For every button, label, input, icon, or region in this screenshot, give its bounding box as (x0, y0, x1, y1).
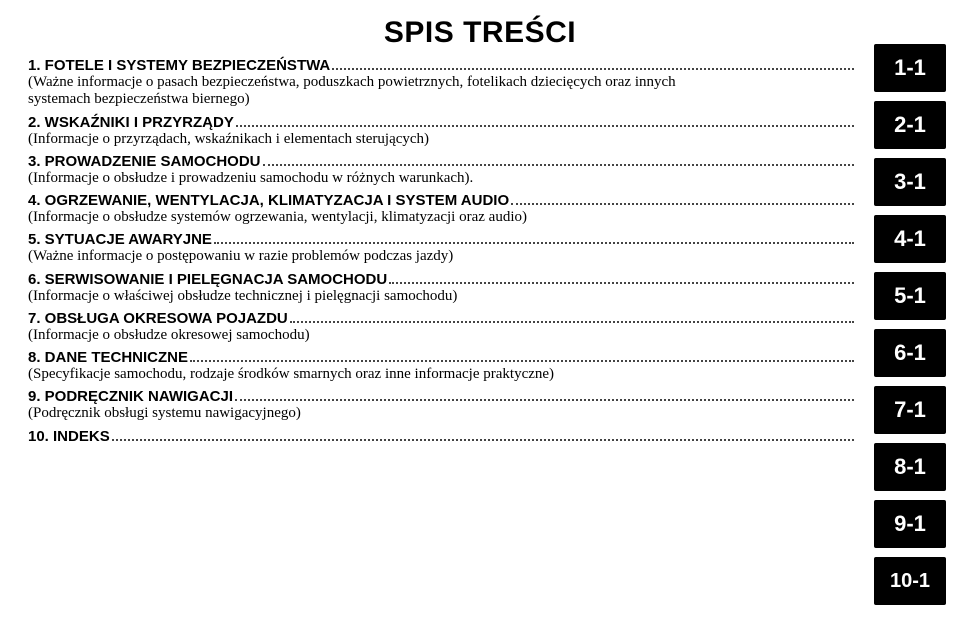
page-tab: 10-1 (874, 557, 946, 605)
leader-dots (235, 387, 854, 401)
toc-entry: 2. WSKAŹNIKI I PRZYRZĄDY (Informacje o p… (28, 113, 856, 148)
page-tabs: 1-1 2-1 3-1 4-1 5-1 6-1 7-1 8-1 9-1 10-1 (874, 44, 946, 605)
toc-heading: 10. INDEKS (28, 428, 110, 445)
toc-heading: 7. OBSŁUGA OKRESOWA POJAZDU (28, 310, 288, 327)
toc-heading: 2. WSKAŹNIKI I PRZYRZĄDY (28, 114, 234, 131)
toc-desc: (Informacje o przyrządach, wskaźnikach i… (28, 131, 728, 148)
page-tab: 3-1 (874, 158, 946, 206)
toc-heading: 1. FOTELE I SYSTEMY BEZPIECZEŃSTWA (28, 57, 330, 74)
toc-desc: (Informacje o obsłudze okresowej samocho… (28, 327, 728, 344)
toc-entry: 1. FOTELE I SYSTEMY BEZPIECZEŃSTWA (Ważn… (28, 56, 856, 109)
leader-dots (332, 56, 854, 70)
toc-entry: 8. DANE TECHNICZNE (Specyfikacje samocho… (28, 348, 856, 383)
page-title: SPIS TREŚCI (0, 16, 960, 50)
toc-entry: 9. PODRĘCZNIK NAWIGACJI (Podręcznik obsł… (28, 387, 856, 422)
toc-desc: (Ważne informacje o postępowaniu w razie… (28, 248, 728, 265)
toc-row: 9. PODRĘCZNIK NAWIGACJI (28, 387, 856, 405)
toc-heading: 4. OGRZEWANIE, WENTYLACJA, KLIMATYZACJA … (28, 192, 509, 209)
toc-desc: (Informacje o obsłudze systemów ogrzewan… (28, 209, 728, 226)
toc-row: 3. PROWADZENIE SAMOCHODU (28, 152, 856, 170)
toc-entry: 3. PROWADZENIE SAMOCHODU (Informacje o o… (28, 152, 856, 187)
toc-row: 7. OBSŁUGA OKRESOWA POJAZDU (28, 309, 856, 327)
leader-dots (511, 191, 854, 205)
page-tab: 9-1 (874, 500, 946, 548)
page-tab: 2-1 (874, 101, 946, 149)
toc-heading: 9. PODRĘCZNIK NAWIGACJI (28, 388, 233, 405)
toc-heading: 3. PROWADZENIE SAMOCHODU (28, 153, 261, 170)
toc-desc: (Specyfikacje samochodu, rodzaje środków… (28, 366, 728, 383)
toc-row: 2. WSKAŹNIKI I PRZYRZĄDY (28, 113, 856, 131)
toc-desc: (Ważne informacje o pasach bezpieczeństw… (28, 74, 728, 109)
toc-entry: 10. INDEKS (28, 427, 856, 445)
leader-dots (389, 270, 854, 284)
page-tab: 1-1 (874, 44, 946, 92)
toc-list: 1. FOTELE I SYSTEMY BEZPIECZEŃSTWA (Ważn… (0, 56, 960, 445)
toc-row: 8. DANE TECHNICZNE (28, 348, 856, 366)
toc-row: 4. OGRZEWANIE, WENTYLACJA, KLIMATYZACJA … (28, 191, 856, 209)
page-tab: 7-1 (874, 386, 946, 434)
toc-entry: 4. OGRZEWANIE, WENTYLACJA, KLIMATYZACJA … (28, 191, 856, 226)
toc-row: 6. SERWISOWANIE I PIELĘGNACJA SAMOCHODU (28, 270, 856, 288)
toc-heading: 5. SYTUACJE AWARYJNE (28, 231, 212, 248)
page-tab: 8-1 (874, 443, 946, 491)
page-tab: 5-1 (874, 272, 946, 320)
toc-desc: (Informacje o obsłudze i prowadzeniu sam… (28, 170, 728, 187)
page: SPIS TREŚCI 1. FOTELE I SYSTEMY BEZPIECZ… (0, 0, 960, 636)
leader-dots (190, 348, 854, 362)
leader-dots (290, 309, 854, 323)
toc-row: 1. FOTELE I SYSTEMY BEZPIECZEŃSTWA (28, 56, 856, 74)
leader-dots (236, 113, 854, 127)
page-tab: 6-1 (874, 329, 946, 377)
leader-dots (214, 230, 854, 244)
toc-desc: (Informacje o właściwej obsłudze technic… (28, 288, 728, 305)
leader-dots (112, 427, 854, 441)
toc-row: 10. INDEKS (28, 427, 856, 445)
toc-desc: (Podręcznik obsługi systemu nawigacyjneg… (28, 405, 728, 422)
page-tab: 4-1 (874, 215, 946, 263)
leader-dots (263, 152, 854, 166)
toc-entry: 6. SERWISOWANIE I PIELĘGNACJA SAMOCHODU … (28, 270, 856, 305)
toc-heading: 8. DANE TECHNICZNE (28, 349, 188, 366)
toc-heading: 6. SERWISOWANIE I PIELĘGNACJA SAMOCHODU (28, 271, 387, 288)
toc-entry: 7. OBSŁUGA OKRESOWA POJAZDU (Informacje … (28, 309, 856, 344)
toc-entry: 5. SYTUACJE AWARYJNE (Ważne informacje o… (28, 230, 856, 265)
toc-row: 5. SYTUACJE AWARYJNE (28, 230, 856, 248)
